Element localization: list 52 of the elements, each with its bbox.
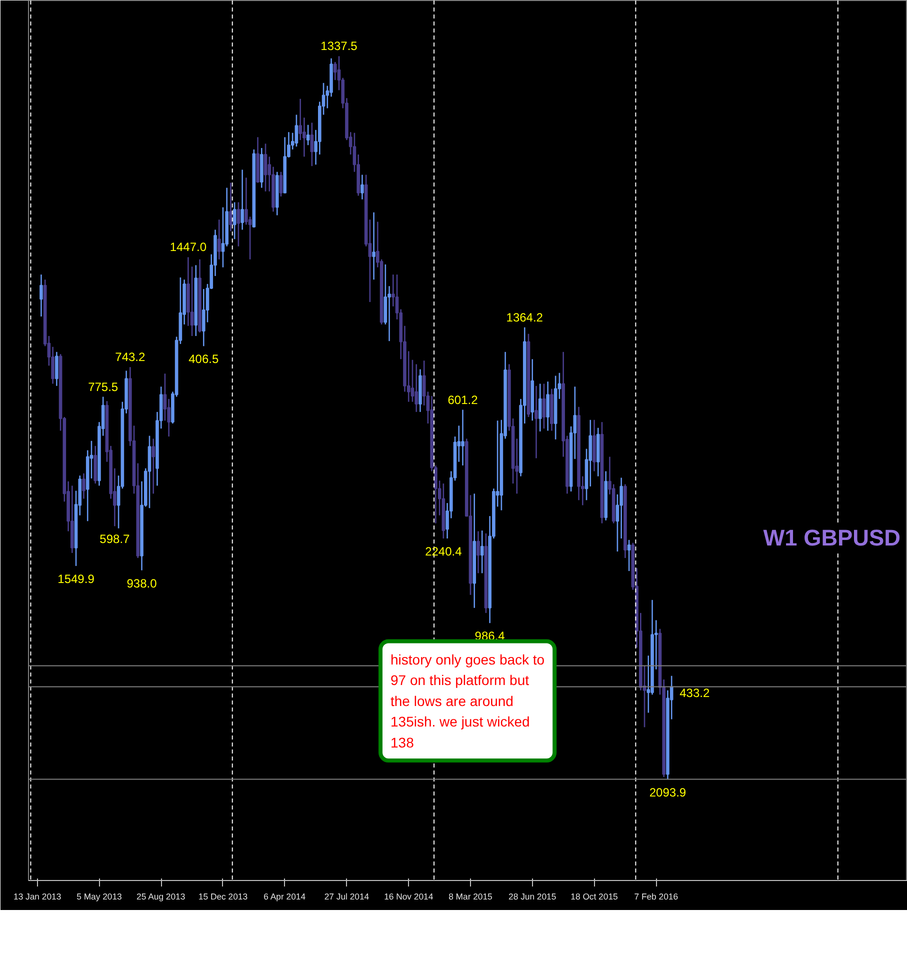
annotation: 743.2 xyxy=(115,350,146,364)
candlestick xyxy=(480,530,484,574)
candlestick xyxy=(414,364,418,413)
candlestick xyxy=(538,383,542,432)
candlestick xyxy=(279,171,283,198)
annotation: 1447.0 xyxy=(170,240,207,254)
x-tick-label: 5 May 2013 xyxy=(76,892,122,902)
candlestick xyxy=(232,202,236,240)
annotation: 775.5 xyxy=(88,380,118,394)
x-tick-label: 13 Jan 2013 xyxy=(14,892,62,902)
candlestick xyxy=(372,212,376,280)
candlestick xyxy=(476,530,480,574)
candlestick xyxy=(360,174,364,200)
candlestick xyxy=(627,539,631,572)
candlestick xyxy=(229,182,232,232)
text: W1 GBPUSD xyxy=(763,524,901,550)
candlestick xyxy=(294,114,298,148)
x-tick-label: 16 Nov 2014 xyxy=(384,892,434,902)
annotation: 1549.9 xyxy=(58,572,95,586)
annotation: 1364.2 xyxy=(506,310,544,324)
x-tick-label: 7 Feb 2016 xyxy=(634,892,678,902)
annotation: 2093.9 xyxy=(649,785,686,800)
annotation: 2240.4 xyxy=(425,544,462,558)
candlestick xyxy=(534,385,538,459)
annotation: 433.2 xyxy=(680,686,710,700)
x-tick-label: 28 Jun 2015 xyxy=(508,892,556,902)
x-tick-label: 6 Apr 2014 xyxy=(264,892,306,902)
candlestick xyxy=(240,169,244,230)
candlestick xyxy=(82,472,86,500)
annotation: 406.5 xyxy=(188,352,219,366)
annotation: 598.7 xyxy=(100,532,130,546)
annotation: history only goes back to 97 on this platform but the lows are around 135ish. we just wicked 138 xyxy=(390,651,545,750)
candlestick xyxy=(40,274,43,318)
annotation: 938.0 xyxy=(126,576,158,590)
candlestick xyxy=(264,143,268,192)
annotation: 601.2 xyxy=(448,392,478,407)
x-tick-label: 25 Aug 2013 xyxy=(136,892,186,902)
candlestick xyxy=(310,122,314,167)
candlestick xyxy=(202,288,206,347)
candlestick xyxy=(217,218,221,260)
candlestick xyxy=(236,202,240,247)
candlestick xyxy=(546,380,550,432)
x-tick-label: 15 Dec 2013 xyxy=(198,892,248,902)
annotation: 1337.5 xyxy=(320,39,358,54)
candlestick xyxy=(542,383,546,430)
candlestick xyxy=(306,124,310,146)
candlestick xyxy=(55,351,58,387)
candlestick xyxy=(461,409,464,466)
x-tick-label: 27 Jul 2014 xyxy=(324,892,370,902)
x-tick-label: 18 Oct 2015 xyxy=(570,892,618,902)
candlestick xyxy=(152,438,156,494)
x-tick-label: 8 Mar 2015 xyxy=(448,892,493,902)
